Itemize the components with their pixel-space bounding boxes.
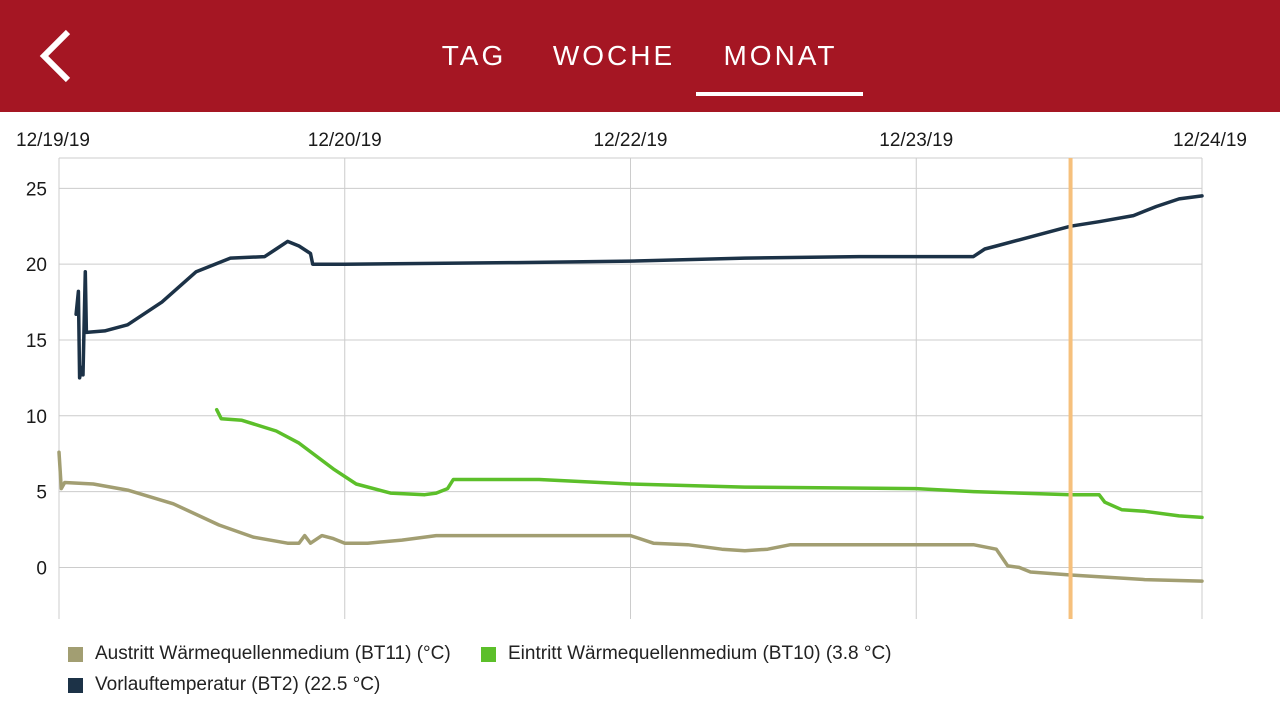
chart-series (57, 194, 1204, 583)
tab-tag[interactable]: TAG (441, 40, 507, 71)
y-tick-label: 20 (26, 255, 47, 276)
legend-item-bt11: Austritt Wärmequellenmedium (BT11) (°C) (68, 642, 451, 666)
chevron-left-icon (39, 29, 71, 83)
series-line-0 (57, 450, 1204, 583)
legend-label-bt2: Vorlauftemperatur (BT2) (22.5 °C) (95, 674, 381, 695)
temperature-chart[interactable]: 12/19/19 12/20/19 12/22/19 12/23/19 12/24/19… (0, 112, 1280, 620)
y-axis-labels: 25 20 15 10 5 0 (26, 179, 47, 579)
tab-woche[interactable]: WOCHE (552, 40, 676, 71)
y-tick-label: 15 (26, 331, 47, 352)
x-tick-label: 12/23/19 (879, 130, 953, 151)
legend-item-bt2: Vorlauftemperatur (BT2) (22.5 °C) (68, 673, 380, 697)
x-tick-label: 12/22/19 (594, 130, 668, 151)
legend-swatch-bt2 (68, 677, 83, 693)
legend-swatch-bt11 (68, 646, 83, 662)
y-tick-label: 25 (26, 179, 47, 200)
x-tick-label: 12/20/19 (308, 130, 382, 151)
legend-label-bt11: Austritt Wärmequellenmedium (BT11) (°C) (95, 643, 451, 664)
legend-swatch-bt10 (481, 646, 496, 662)
x-axis-labels: 12/19/19 12/20/19 12/22/19 12/23/19 12/24/19 (16, 130, 1247, 151)
back-button[interactable] (34, 28, 82, 84)
series-line-1 (214, 407, 1204, 520)
top-app-bar: TAG WOCHE MONAT (0, 0, 1280, 112)
legend-item-bt10: Eintritt Wärmequellenmedium (BT10) (3.8 … (481, 642, 892, 666)
x-tick-label: 12/19/19 (16, 130, 90, 151)
active-tab-indicator (696, 92, 863, 96)
tab-monat[interactable]: MONAT (723, 40, 838, 71)
y-tick-label: 10 (26, 407, 47, 428)
y-tick-label: 5 (36, 483, 47, 504)
chart-grid (58, 157, 1203, 619)
x-tick-label: 12/24/19 (1173, 130, 1247, 151)
legend-label-bt10: Eintritt Wärmequellenmedium (BT10) (3.8 … (508, 643, 892, 664)
y-tick-label: 0 (36, 558, 47, 579)
series-line-2 (74, 194, 1204, 380)
